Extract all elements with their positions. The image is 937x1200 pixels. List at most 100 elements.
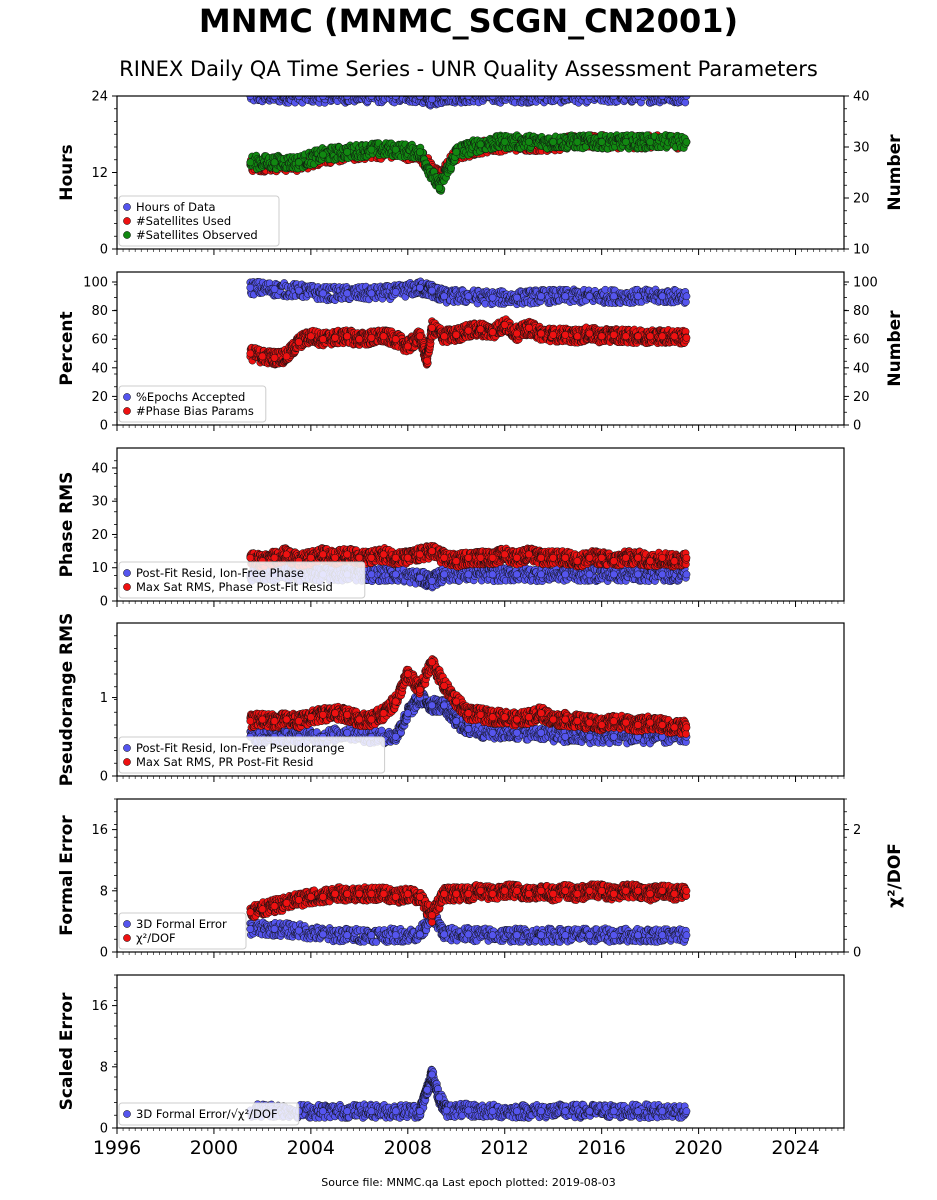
data-point xyxy=(581,86,588,93)
data-point xyxy=(452,148,461,156)
data-point xyxy=(406,96,409,97)
data-point xyxy=(372,87,379,94)
data-point xyxy=(524,88,531,95)
points-layer xyxy=(246,541,691,592)
data-point xyxy=(554,87,561,94)
data-point xyxy=(313,87,320,94)
data-point xyxy=(586,87,593,94)
legend-marker xyxy=(123,407,131,415)
data-point xyxy=(301,88,308,95)
data-point xyxy=(516,96,521,97)
data-point xyxy=(585,329,594,338)
data-point xyxy=(549,331,558,339)
data-point xyxy=(379,332,388,341)
data-point xyxy=(536,87,543,94)
chart-title: MNMC (MNMC_SCGN_CN2001) xyxy=(198,2,739,40)
data-point xyxy=(573,332,582,341)
data-point xyxy=(355,335,364,344)
y2-tick-label: 30 xyxy=(853,141,870,156)
data-point xyxy=(525,138,533,146)
data-point xyxy=(525,323,533,332)
data-point xyxy=(638,86,645,93)
data-point xyxy=(265,88,272,95)
y2-axis-label: Number xyxy=(885,134,905,211)
data-point xyxy=(626,87,633,94)
data-point xyxy=(618,96,621,97)
data-point xyxy=(387,89,394,96)
legend: Hours of Data#Satellites Used#Satellites… xyxy=(118,195,280,247)
y-tick-label: 40 xyxy=(91,361,108,376)
data-point xyxy=(646,96,650,97)
data-point xyxy=(384,89,391,96)
y-axis-label: Percent xyxy=(57,311,77,385)
data-point xyxy=(652,88,659,95)
y-axis-label: Hours xyxy=(57,144,77,201)
data-point xyxy=(476,325,485,334)
data-point xyxy=(549,138,558,146)
data-point xyxy=(634,86,641,93)
data-point xyxy=(646,332,654,341)
data-point xyxy=(680,96,682,97)
data-point xyxy=(510,96,514,97)
data-point xyxy=(489,86,496,93)
chart-subtitle: RINEX Daily QA Time Series - UNR Quality… xyxy=(119,57,818,81)
data-point xyxy=(532,87,539,94)
data-point xyxy=(630,88,637,95)
data-point xyxy=(573,138,582,146)
data-point xyxy=(398,88,405,95)
data-point xyxy=(634,96,639,97)
data-point xyxy=(536,88,543,95)
data-point xyxy=(383,86,390,93)
data-point xyxy=(561,292,570,301)
data-point xyxy=(434,87,441,94)
panel-2: 020406080100020406080100NumberPercent%Ep… xyxy=(57,271,905,434)
y2-tick-label: 0 xyxy=(853,419,861,434)
data-point xyxy=(597,332,606,341)
data-point xyxy=(282,352,291,361)
legend-label: #Satellites Used xyxy=(136,214,231,228)
data-point xyxy=(499,96,503,97)
data-point xyxy=(671,87,678,94)
data-point xyxy=(270,285,279,294)
y-tick-label: 80 xyxy=(91,304,108,319)
y2-tick-label: 20 xyxy=(853,390,870,405)
data-point xyxy=(615,86,622,93)
legend-box xyxy=(118,195,280,247)
y2-tick-label: 10 xyxy=(853,243,870,258)
data-point xyxy=(307,332,315,341)
data-point xyxy=(626,96,629,97)
data-point xyxy=(522,88,529,95)
y-tick-label: 20 xyxy=(91,390,108,405)
y-tick-label: 24 xyxy=(91,90,108,105)
data-point xyxy=(482,88,489,95)
data-point xyxy=(262,87,269,94)
data-point xyxy=(602,87,609,94)
data-point xyxy=(343,148,352,156)
data-point xyxy=(440,292,449,301)
data-point xyxy=(269,86,276,93)
y2-axis-label: Number xyxy=(885,310,905,387)
data-point xyxy=(561,96,565,97)
data-point xyxy=(411,87,418,94)
legend-label: %Epochs Accepted xyxy=(136,390,245,404)
data-point xyxy=(309,86,316,93)
data-point xyxy=(597,96,602,97)
data-point xyxy=(246,349,255,358)
data-point xyxy=(545,88,552,95)
data-point xyxy=(537,292,545,301)
data-point xyxy=(320,87,327,94)
data-point xyxy=(602,87,609,94)
data-point xyxy=(377,86,384,93)
data-point xyxy=(611,87,618,94)
data-point xyxy=(643,96,649,97)
data-point xyxy=(634,332,642,341)
legend-label: #Phase Bias Params xyxy=(136,404,254,418)
data-point xyxy=(639,88,646,95)
data-point xyxy=(585,292,594,301)
data-point xyxy=(319,335,327,344)
data-point xyxy=(395,87,402,94)
legend-marker xyxy=(123,393,131,401)
y2-tick-label: 40 xyxy=(853,361,870,376)
data-point xyxy=(634,292,642,301)
